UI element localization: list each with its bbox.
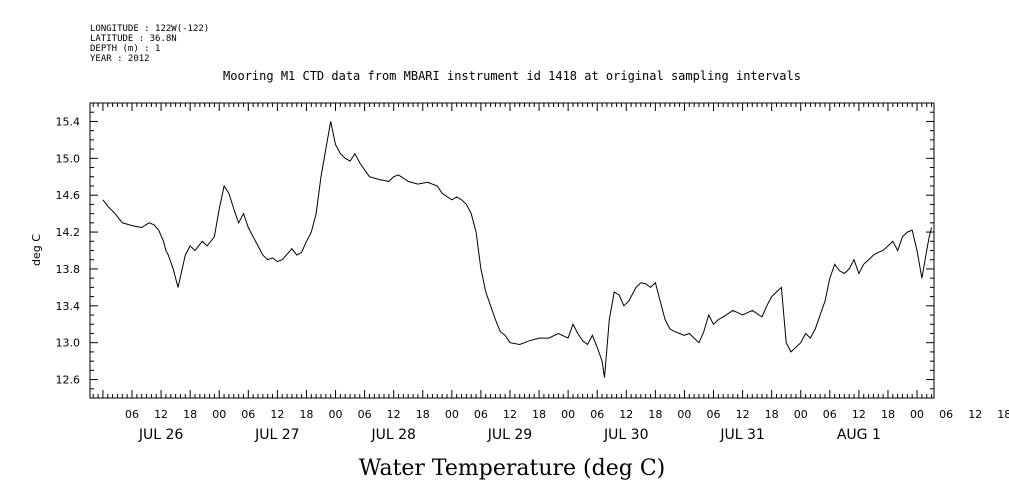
x-hour-label: 00 xyxy=(677,408,691,421)
x-hour-label: 06 xyxy=(474,408,488,421)
x-hour-labels: 06 12 18 00 06 12 18 00 06 12 18 00 06 12 18 00 06 12 18 00… xyxy=(125,408,1009,421)
x-hour-label: 00 xyxy=(794,408,808,421)
y-tick-label: 12.6 xyxy=(56,374,81,387)
y-tick-label: 15.4 xyxy=(56,115,81,128)
x-hour-label: 00 xyxy=(212,408,226,421)
x-hour-label: 18 xyxy=(299,408,313,421)
metadata-block: LONGITUDE : 122W(-122) LATITUDE : 36.8N … xyxy=(90,24,209,64)
x-date-label: JUL 30 xyxy=(603,427,648,443)
series-line-water-temperature xyxy=(102,121,933,378)
x-hour-label: 06 xyxy=(241,408,255,421)
y-tick-labels: 12.6 13.0 13.4 13.8 14.2 14.6 15.0 15.4 xyxy=(56,115,81,386)
x-hour-label: 12 xyxy=(154,408,168,421)
x-date-label: JUL 27 xyxy=(254,427,299,443)
x-hour-label: 18 xyxy=(648,408,662,421)
x-date-label: JUL 29 xyxy=(487,427,532,443)
x-hour-label: 12 xyxy=(619,408,633,421)
x-hour-label: 00 xyxy=(910,408,924,421)
y-tick-label: 15.0 xyxy=(56,152,81,165)
x-hour-label: 06 xyxy=(590,408,604,421)
y-tick-label: 14.2 xyxy=(56,226,81,239)
plot-frame xyxy=(89,102,935,399)
x-hour-label: 06 xyxy=(707,408,721,421)
x-axis-label: Water Temperature (deg C) xyxy=(359,456,666,481)
x-date-label: JUL 28 xyxy=(370,427,415,443)
x-hour-label: 12 xyxy=(852,408,866,421)
x-hour-label: 12 xyxy=(736,408,750,421)
x-hour-label: 06 xyxy=(125,408,139,421)
y-axis xyxy=(90,102,934,399)
x-hour-label: 06 xyxy=(939,408,953,421)
x-hour-label: 12 xyxy=(968,408,982,421)
meta-longitude: LONGITUDE : 122W(-122) xyxy=(90,24,209,34)
x-hour-label: 18 xyxy=(765,408,779,421)
y-axis-label: deg C xyxy=(30,234,43,266)
x-hour-label: 18 xyxy=(416,408,430,421)
x-hour-label: 12 xyxy=(387,408,401,421)
x-hour-label: 06 xyxy=(823,408,837,421)
x-hour-label: 12 xyxy=(270,408,284,421)
y-tick-label: 13.4 xyxy=(56,300,81,313)
y-tick-label: 14.6 xyxy=(56,189,81,202)
x-axis xyxy=(92,103,933,398)
x-date-label: JUL 31 xyxy=(719,427,764,443)
meta-latitude: LATITUDE : 36.8N xyxy=(90,34,177,44)
y-tick-label: 13.8 xyxy=(56,263,81,276)
x-date-label: AUG 1 xyxy=(837,427,881,443)
meta-year: YEAR : 2012 xyxy=(90,54,150,64)
meta-depth: DEPTH (m) : 1 xyxy=(90,44,160,54)
x-hour-label: 18 xyxy=(183,408,197,421)
x-hour-label: 18 xyxy=(532,408,546,421)
x-hour-label: 18 xyxy=(881,408,895,421)
x-hour-label: 00 xyxy=(329,408,343,421)
x-hour-label: 00 xyxy=(445,408,459,421)
x-date-label: JUL 26 xyxy=(138,427,184,443)
y-tick-label: 13.0 xyxy=(56,337,81,350)
chart-title: Mooring M1 CTD data from MBARI instrumen… xyxy=(223,69,801,83)
x-hour-label: 06 xyxy=(358,408,372,421)
x-hour-label: 18 xyxy=(997,408,1009,421)
x-date-labels: JUL 26 JUL 27 JUL 28 JUL 29 JUL 30 JUL 31 AUG … xyxy=(138,427,881,443)
x-hour-label: 00 xyxy=(561,408,575,421)
x-hour-label: 12 xyxy=(503,408,517,421)
